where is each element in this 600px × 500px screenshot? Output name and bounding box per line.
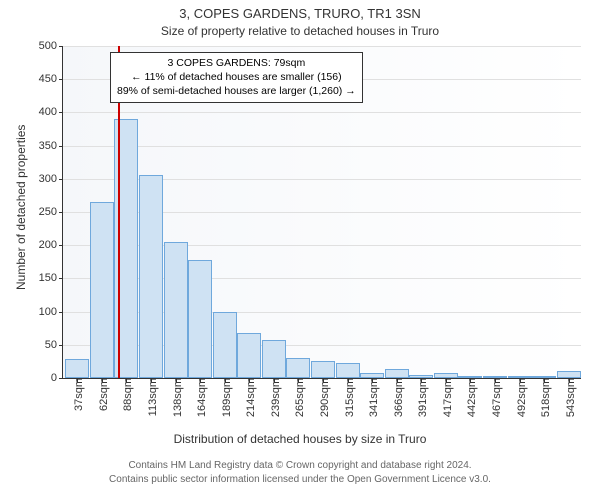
x-axis-label: Distribution of detached houses by size … [0, 432, 600, 446]
ytick-label: 400 [39, 106, 63, 118]
ytick-label: 500 [39, 40, 63, 52]
ytick-label: 350 [39, 140, 63, 152]
xtick-label: 189sqm [217, 378, 233, 417]
histogram-bar [557, 371, 581, 378]
histogram-bar [164, 242, 188, 378]
histogram-bar [311, 361, 335, 378]
xtick-label: 315sqm [340, 378, 356, 417]
histogram-bar [65, 359, 89, 378]
chart-title: 3, COPES GARDENS, TRURO, TR1 3SN [0, 6, 600, 21]
footer-line-1: Contains HM Land Registry data © Crown c… [0, 460, 600, 471]
xtick-label: 543sqm [561, 378, 577, 417]
xtick-label: 341sqm [364, 378, 380, 417]
histogram-bar [213, 312, 237, 378]
xtick-label: 113sqm [143, 378, 159, 416]
histogram-bar [237, 333, 261, 378]
xtick-label: 37sqm [69, 378, 85, 411]
chart-subtitle: Size of property relative to detached ho… [0, 24, 600, 38]
ytick-label: 450 [39, 73, 63, 85]
histogram-bar [336, 363, 360, 378]
ytick-label: 150 [39, 272, 63, 284]
xtick-label: 467sqm [487, 378, 503, 417]
xtick-label: 417sqm [438, 378, 454, 417]
y-axis-label: Number of detached properties [14, 125, 28, 290]
annotation-line: 89% of semi-detached houses are larger (… [117, 84, 356, 98]
histogram-bar [139, 175, 163, 378]
histogram-bar [188, 260, 212, 378]
footer-line-2: Contains public sector information licen… [0, 474, 600, 485]
annotation-line: 3 COPES GARDENS: 79sqm [117, 56, 356, 70]
ytick-label: 300 [39, 173, 63, 185]
xtick-label: 265sqm [290, 378, 306, 417]
xtick-label: 290sqm [315, 378, 331, 417]
xtick-label: 214sqm [241, 378, 257, 417]
histogram-bar [90, 202, 114, 378]
histogram-bar [262, 340, 286, 379]
gridline [63, 146, 581, 147]
ytick-label: 200 [39, 239, 63, 251]
ytick-label: 50 [45, 339, 63, 351]
xtick-label: 138sqm [168, 378, 184, 417]
xtick-label: 442sqm [462, 378, 478, 417]
xtick-label: 391sqm [413, 378, 429, 417]
xtick-label: 88sqm [118, 378, 134, 411]
annotation-line: ← 11% of detached houses are smaller (15… [117, 70, 356, 84]
gridline [63, 112, 581, 113]
xtick-label: 239sqm [266, 378, 282, 417]
histogram-bar [286, 358, 310, 378]
xtick-label: 492sqm [512, 378, 528, 417]
xtick-label: 518sqm [536, 378, 552, 417]
annotation-box: 3 COPES GARDENS: 79sqm← 11% of detached … [110, 52, 363, 103]
xtick-label: 62sqm [94, 378, 110, 411]
xtick-label: 366sqm [389, 378, 405, 417]
ytick-label: 0 [51, 372, 63, 384]
gridline [63, 46, 581, 47]
histogram-bar [385, 369, 409, 378]
ytick-label: 250 [39, 206, 63, 218]
ytick-label: 100 [39, 306, 63, 318]
xtick-label: 164sqm [192, 378, 208, 417]
